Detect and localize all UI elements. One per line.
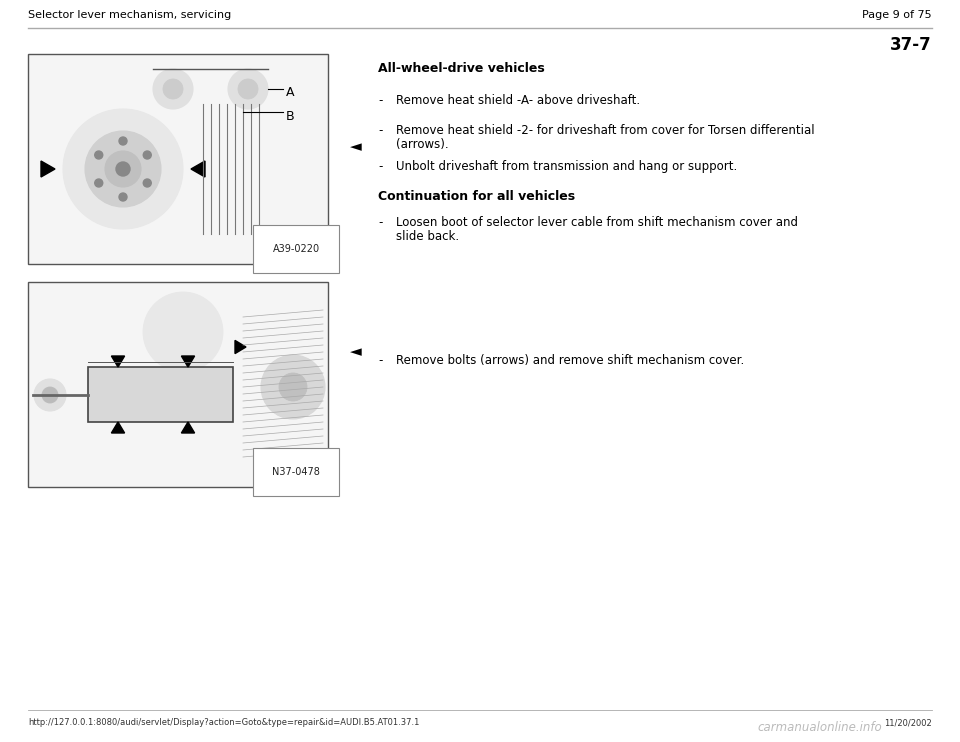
Text: A39-0220: A39-0220 bbox=[273, 244, 320, 254]
Circle shape bbox=[228, 69, 268, 109]
Circle shape bbox=[238, 79, 258, 99]
Circle shape bbox=[95, 179, 103, 187]
Text: B: B bbox=[286, 110, 295, 122]
Text: Unbolt driveshaft from transmission and hang or support.: Unbolt driveshaft from transmission and … bbox=[396, 160, 737, 173]
Text: Remove heat shield -A- above driveshaft.: Remove heat shield -A- above driveshaft. bbox=[396, 94, 640, 107]
Circle shape bbox=[116, 162, 130, 176]
Circle shape bbox=[105, 151, 141, 187]
Text: ◄: ◄ bbox=[350, 344, 362, 360]
Circle shape bbox=[261, 355, 325, 419]
Text: (arrows).: (arrows). bbox=[396, 138, 448, 151]
Polygon shape bbox=[235, 341, 246, 354]
Bar bbox=[88, 367, 233, 422]
Text: N37-0478: N37-0478 bbox=[272, 467, 320, 477]
Text: 11/20/2002: 11/20/2002 bbox=[884, 718, 932, 727]
Circle shape bbox=[119, 137, 127, 145]
Circle shape bbox=[63, 109, 183, 229]
Circle shape bbox=[143, 292, 223, 372]
Polygon shape bbox=[41, 161, 55, 177]
Text: -: - bbox=[378, 124, 382, 137]
Text: -: - bbox=[378, 216, 382, 229]
Circle shape bbox=[95, 151, 103, 159]
Circle shape bbox=[34, 379, 66, 411]
Polygon shape bbox=[111, 422, 125, 433]
Text: Loosen boot of selector lever cable from shift mechanism cover and: Loosen boot of selector lever cable from… bbox=[396, 216, 798, 229]
Polygon shape bbox=[191, 161, 205, 177]
Text: All-wheel-drive vehicles: All-wheel-drive vehicles bbox=[378, 62, 544, 75]
Polygon shape bbox=[181, 422, 195, 433]
Circle shape bbox=[279, 373, 307, 401]
Circle shape bbox=[163, 79, 183, 99]
Text: Remove bolts (arrows) and remove shift mechanism cover.: Remove bolts (arrows) and remove shift m… bbox=[396, 354, 744, 367]
Text: carmanualonline.info: carmanualonline.info bbox=[757, 721, 882, 734]
Text: 37-7: 37-7 bbox=[890, 36, 932, 54]
Bar bbox=[28, 54, 328, 264]
Circle shape bbox=[153, 69, 193, 109]
Bar bbox=[28, 282, 328, 487]
Text: http://127.0.0.1:8080/audi/servlet/Display?action=Goto&type=repair&id=AUDI.B5.AT: http://127.0.0.1:8080/audi/servlet/Displ… bbox=[28, 718, 420, 727]
Text: Page 9 of 75: Page 9 of 75 bbox=[862, 10, 932, 20]
Circle shape bbox=[143, 179, 152, 187]
Circle shape bbox=[42, 387, 58, 403]
Text: -: - bbox=[378, 160, 382, 173]
Text: ◄: ◄ bbox=[350, 139, 362, 154]
Polygon shape bbox=[111, 356, 125, 367]
Text: -: - bbox=[378, 354, 382, 367]
Text: -: - bbox=[378, 94, 382, 107]
Text: A: A bbox=[286, 85, 295, 99]
Polygon shape bbox=[181, 356, 195, 367]
Circle shape bbox=[119, 193, 127, 201]
Text: slide back.: slide back. bbox=[396, 230, 459, 243]
Text: Continuation for all vehicles: Continuation for all vehicles bbox=[378, 190, 575, 203]
Text: Selector lever mechanism, servicing: Selector lever mechanism, servicing bbox=[28, 10, 231, 20]
Circle shape bbox=[143, 151, 152, 159]
Circle shape bbox=[85, 131, 161, 207]
Text: Remove heat shield -2- for driveshaft from cover for Torsen differential: Remove heat shield -2- for driveshaft fr… bbox=[396, 124, 815, 137]
